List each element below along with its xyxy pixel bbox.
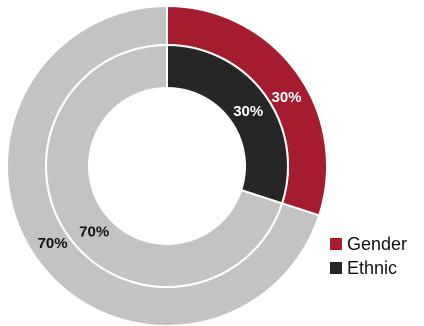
inner-ring-label-1: 70%	[79, 224, 109, 241]
legend-item-gender: Gender	[330, 232, 407, 256]
inner-ring-label-0: 30%	[233, 103, 263, 120]
legend-swatch-gender	[330, 238, 342, 250]
inner-ring-slice-1	[45, 43, 284, 288]
outer-ring-label-0: 30%	[271, 89, 301, 106]
legend-swatch-ethnic	[330, 262, 342, 274]
inner-ring-slice-0	[166, 43, 289, 205]
legend: Gender Ethnic	[330, 232, 407, 280]
outer-ring-label-1: 70%	[38, 235, 68, 252]
legend-item-ethnic: Ethnic	[330, 256, 407, 280]
legend-label-ethnic: Ethnic	[347, 257, 398, 278]
legend-label-gender: Gender	[347, 233, 408, 254]
